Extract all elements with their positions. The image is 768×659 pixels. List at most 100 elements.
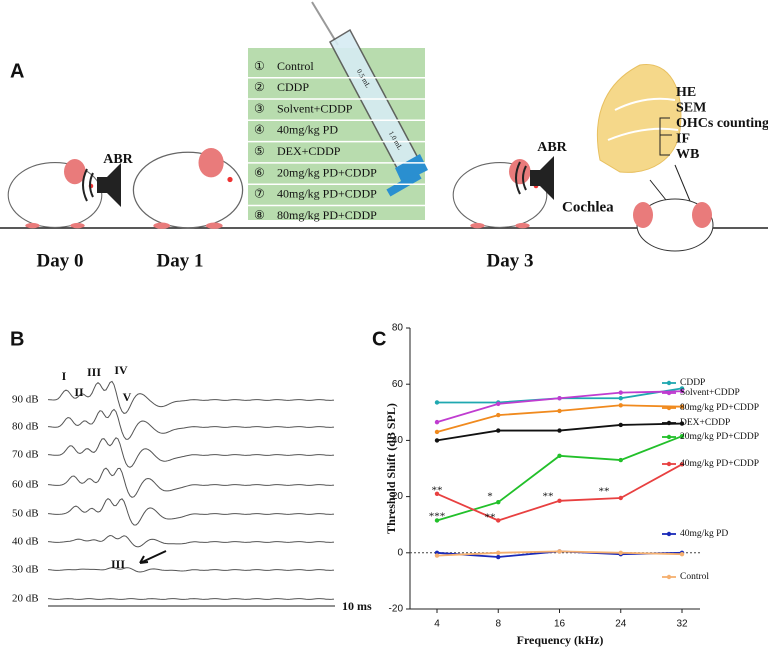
series-line <box>436 463 683 522</box>
data-point <box>618 495 623 501</box>
mouse-foot <box>515 222 530 229</box>
data-point <box>679 421 685 426</box>
cochlea-turns <box>607 97 679 141</box>
data-point <box>434 438 440 443</box>
data-point <box>557 549 562 554</box>
mouse-foot <box>153 222 171 229</box>
abr-trace <box>47 497 335 526</box>
x-tick-label: 4 <box>434 619 440 630</box>
data-point <box>557 453 562 459</box>
level-label: 80 dB <box>12 421 39 433</box>
abr-trace <box>47 534 335 548</box>
cochlea-label: Cochlea <box>562 199 614 215</box>
level-label: 90 dB <box>12 394 39 406</box>
data-point <box>618 457 623 463</box>
level-label: 30 dB <box>12 564 39 576</box>
panel-label: C <box>372 328 386 350</box>
mouse-foot <box>205 222 223 229</box>
mouse <box>7 159 103 229</box>
mouse-eye <box>227 176 233 183</box>
data-point <box>496 550 501 555</box>
group-number: ④ <box>254 123 265 137</box>
abr-trace <box>47 437 335 468</box>
day-label: Day 1 <box>157 250 204 271</box>
ear <box>633 202 653 228</box>
abr-trace <box>47 567 335 573</box>
syringe <box>311 1 428 197</box>
time-label: 10 ms <box>342 599 372 613</box>
group-name: Solvent+CDDP <box>277 101 353 115</box>
wave-label: V <box>123 390 132 404</box>
group-number: ⑥ <box>254 165 265 179</box>
x-tick-label: 16 <box>554 619 566 630</box>
legend-marker <box>666 405 672 411</box>
group-name: CDDP <box>277 80 309 94</box>
group-name: Control <box>277 59 314 73</box>
data-point <box>496 412 501 418</box>
abr-label: ABR <box>537 140 567 155</box>
data-point <box>618 422 623 428</box>
ear <box>692 202 712 228</box>
assay-label: WB <box>676 147 699 162</box>
significance: * <box>487 491 493 503</box>
group-number: ⑤ <box>254 144 265 158</box>
significance: ** <box>599 486 610 498</box>
significance: ** <box>432 485 443 497</box>
data-point <box>679 433 685 439</box>
data-point <box>679 404 685 409</box>
data-point <box>679 552 685 557</box>
x-tick-label: 24 <box>615 619 627 630</box>
data-point <box>557 428 562 433</box>
panel-a: A ABR ABR Cochlea Day 0 Day 1 Day 3 ① Contro… <box>0 1 768 271</box>
series-line <box>436 435 683 522</box>
legend-label: Control <box>680 572 709 582</box>
arrow <box>139 550 167 564</box>
panel-b: B 90 dB 80 dB 70 dB 60 dB 50 dB 40 dB 30 dB 20 … <box>10 328 372 612</box>
bracket <box>659 117 672 156</box>
mouse-foot <box>25 222 40 229</box>
legend-marker <box>666 420 672 426</box>
legend-marker <box>666 380 672 386</box>
legend-marker <box>666 390 672 396</box>
mouse <box>132 148 244 229</box>
data-point <box>618 550 623 555</box>
abr-trace <box>47 408 335 440</box>
data-point <box>434 429 440 435</box>
assay-label: SEM <box>676 101 706 116</box>
level-label: 60 dB <box>12 479 39 491</box>
day-label: Day 3 <box>487 250 534 271</box>
significance: ** <box>485 512 496 524</box>
speaker <box>97 163 121 207</box>
legend-label: CDDP <box>680 378 705 388</box>
abr-trace <box>47 467 335 498</box>
abr-trace <box>47 598 335 600</box>
data-point <box>496 500 501 505</box>
group-number: ③ <box>254 101 265 115</box>
legend-label: DEX+CDDP <box>680 418 730 428</box>
legend-marker <box>666 574 672 580</box>
data-point <box>557 396 562 401</box>
data-point <box>496 428 501 433</box>
group-number: ② <box>254 80 265 94</box>
mouse-ear <box>198 148 224 178</box>
group-name: 80mg/kg PD+CDDP <box>277 208 377 222</box>
legend-label: 20mg/kg PD+CDDP <box>680 432 759 442</box>
abr-label: ABR <box>103 152 133 167</box>
data-point <box>618 403 623 408</box>
x-tick-label: 8 <box>495 619 501 630</box>
level-label: 70 dB <box>12 449 39 461</box>
day-label: Day 0 <box>37 250 84 271</box>
legend-marker <box>666 531 672 537</box>
mouse-body <box>7 162 103 228</box>
speaker <box>530 156 554 200</box>
legend-label: Solvent+CDDP <box>680 388 740 398</box>
assay-label: HE <box>676 85 696 100</box>
x-axis-label: Frequency (kHz) <box>517 633 604 647</box>
data-point <box>618 390 623 395</box>
significance: *** <box>429 511 446 523</box>
data-point <box>557 498 562 504</box>
y-tick-label: 80 <box>392 323 404 334</box>
y-tick-label: 20 <box>392 491 404 502</box>
